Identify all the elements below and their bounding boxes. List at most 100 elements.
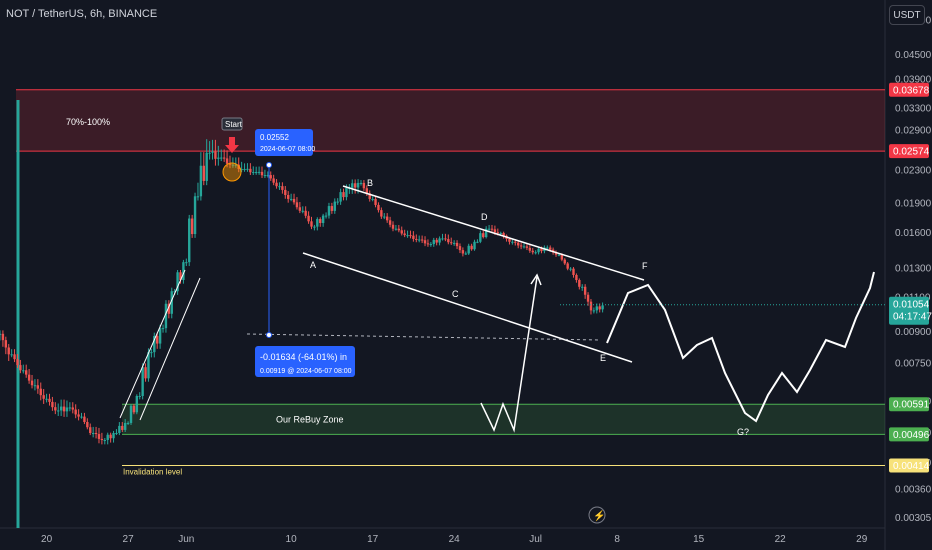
candle-body <box>420 239 424 241</box>
candle-body <box>132 405 136 413</box>
candle-body <box>100 438 104 441</box>
candle-body <box>45 398 48 400</box>
candle-body <box>51 401 54 408</box>
wave-label: D <box>481 212 488 222</box>
countdown-value: 04:17:47 <box>893 312 932 323</box>
candle-body <box>362 182 366 189</box>
candle-body <box>371 198 374 200</box>
projected-path <box>606 271 875 423</box>
candle-body <box>403 233 406 236</box>
candle-body <box>27 374 31 381</box>
start-arrow-icon <box>225 137 239 153</box>
candle-body <box>339 192 342 202</box>
price-tag <box>889 397 929 412</box>
candle-body <box>479 233 482 242</box>
candle-body <box>415 238 418 240</box>
candle-body <box>147 352 150 379</box>
candle-body <box>208 152 211 154</box>
y-tick-label: 0.01600 <box>895 228 932 239</box>
candle-body <box>4 340 8 348</box>
measure-baseline <box>246 333 601 341</box>
candle-body <box>499 232 502 234</box>
candle-body <box>231 164 235 166</box>
candle-body <box>452 242 456 244</box>
candle-body <box>345 187 348 198</box>
candle-body <box>135 395 139 413</box>
candle-body <box>581 286 584 288</box>
candle-body <box>537 248 540 253</box>
candle-body <box>598 306 601 310</box>
measure-low-box <box>255 346 355 377</box>
candle-body <box>179 272 182 281</box>
pump-channel-right <box>139 277 201 421</box>
candle-body <box>257 171 261 173</box>
candle-body <box>429 244 433 246</box>
candle-body <box>351 183 354 188</box>
candle-body <box>511 241 514 243</box>
candle-body <box>71 407 74 410</box>
symbol-title: NOT / TetherUS, 6h, BINANCE <box>6 8 158 20</box>
y-tick-label: 0.02900 <box>895 126 932 137</box>
price-tag <box>889 144 929 159</box>
measure-high-box <box>255 129 313 156</box>
upper-trendline <box>342 185 645 281</box>
candle-body <box>176 272 179 292</box>
candle-body <box>272 178 275 183</box>
y-tick-label: 0.01900 <box>895 198 932 209</box>
candle-body <box>97 434 101 439</box>
candle-body <box>330 206 334 211</box>
measure-end-handle <box>266 332 272 338</box>
candle-body <box>80 416 83 418</box>
resistance-zone <box>16 89 885 152</box>
candle-body <box>91 432 95 434</box>
candle-body <box>10 354 13 356</box>
candle-body <box>356 182 360 188</box>
candle-body <box>502 232 505 236</box>
candle-body <box>22 370 25 372</box>
candle-body <box>19 365 22 371</box>
candle-body <box>83 416 86 422</box>
start-badge <box>221 117 243 131</box>
candle-body <box>377 204 380 211</box>
candle-body <box>289 198 293 200</box>
measure-start-handle <box>266 162 272 168</box>
candle-body <box>447 239 450 243</box>
invalidation-label: Invalidation level <box>123 467 182 476</box>
candle-body <box>121 425 124 430</box>
candle-body <box>482 233 485 238</box>
x-tick-label: 24 <box>449 534 461 545</box>
candle-body <box>205 152 208 181</box>
start-highlight <box>222 162 242 182</box>
candle-body <box>554 252 558 255</box>
start-label: Start <box>225 120 243 129</box>
candle-body <box>409 235 412 237</box>
candle-body <box>560 254 564 260</box>
y-tick-label: 0.02300 <box>895 166 932 177</box>
candle-body <box>254 172 258 174</box>
candle-body <box>458 246 462 251</box>
candle-body <box>161 328 165 330</box>
price-tag <box>889 82 929 97</box>
candle-body <box>319 219 322 224</box>
currency-button[interactable]: USDT <box>889 5 925 25</box>
candle-body <box>103 440 107 442</box>
measure-change: -0.01634 (-64.01%) in <box>260 352 347 362</box>
candle-body <box>313 226 316 228</box>
candle-body <box>164 303 168 329</box>
x-tick-label: 27 <box>123 534 135 545</box>
lightning-icon <box>588 506 606 524</box>
candle-body <box>1 333 5 341</box>
wave-label: C <box>452 289 459 299</box>
candle-body <box>508 238 511 242</box>
candle-body <box>578 280 581 287</box>
candle-body <box>199 165 203 197</box>
candle-body <box>190 218 194 235</box>
wave-label: G? <box>737 427 749 437</box>
candle-body <box>77 414 80 417</box>
candle-body <box>586 294 590 302</box>
y-tick-label: 0.00900 <box>895 327 932 338</box>
candle-body <box>193 196 197 235</box>
candle-body <box>129 405 133 423</box>
